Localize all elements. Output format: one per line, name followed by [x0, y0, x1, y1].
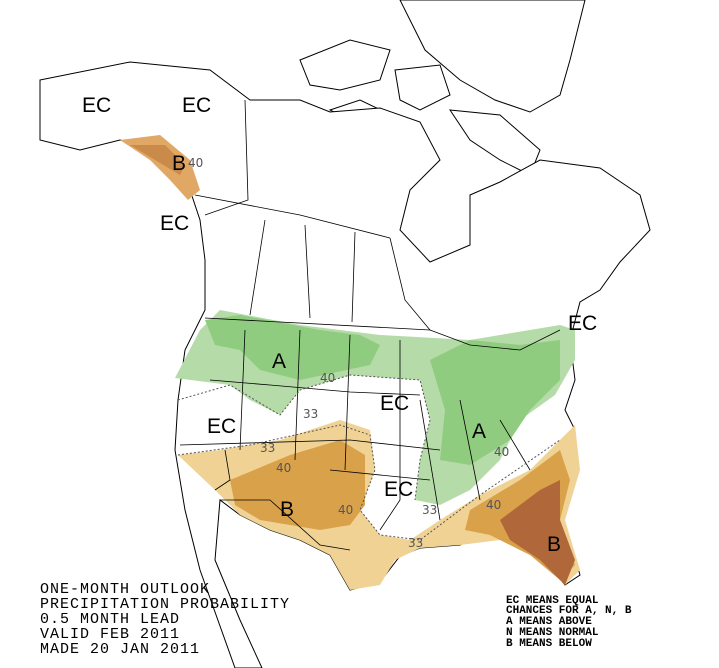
region-below-strong [500, 480, 575, 585]
title-line: 0.5 MONTH LEAD [40, 611, 180, 628]
region-below-light [120, 135, 200, 200]
region-label: EC [160, 212, 189, 235]
contour-label: 40 [276, 461, 291, 475]
region-label: EC [384, 478, 413, 501]
probability-regions [120, 135, 580, 590]
us-canada-border [204, 317, 561, 351]
title-line: PRECIPITATION PROBABILITY [40, 596, 290, 613]
mexico-border [220, 499, 351, 551]
province-borders [194, 194, 431, 331]
legend: EC MEANS EQUAL CHANCES FOR A, N, B A MEA… [506, 595, 632, 650]
alaska-border [204, 99, 249, 216]
contour-label: 33 [422, 503, 437, 517]
legend-line: B MEANS BELOW [506, 638, 592, 650]
contour-label: 40 [486, 498, 501, 512]
region-label: EC [380, 392, 409, 415]
region-label: EC [82, 94, 111, 117]
contour-label: 40 [494, 445, 509, 459]
region-label: EC [182, 94, 211, 117]
contour-label: 33 [303, 407, 318, 421]
contour-label: 33 [408, 536, 423, 550]
contour [177, 424, 561, 541]
region-below [230, 440, 365, 530]
region-label: B [547, 533, 561, 556]
region-above [205, 315, 380, 380]
region-label: B [280, 498, 294, 521]
region-below [130, 145, 185, 175]
region-label: A [272, 350, 286, 373]
region-label: A [472, 420, 486, 443]
region-label: EC [568, 312, 597, 335]
contour-label: 33 [260, 441, 275, 455]
borders [179, 99, 561, 551]
contour-lines [177, 374, 561, 541]
contour [177, 374, 431, 501]
legend-line: CHANCES FOR A, N, B [506, 605, 632, 617]
region-above [430, 340, 560, 465]
title-line: VALID FEB 2011 [40, 626, 180, 643]
title-line: ONE-MONTH OUTLOOK [40, 581, 210, 598]
legend-line: EC MEANS EQUAL [506, 595, 599, 607]
region-label: EC [207, 415, 236, 438]
legend-line: A MEANS ABOVE [506, 616, 592, 628]
region-label: B [172, 152, 186, 175]
greenland [399, 0, 586, 113]
state-borders [179, 329, 531, 531]
contour-label: 40 [338, 503, 353, 517]
contour-label: 40 [188, 156, 203, 170]
title-line: MADE 20 JAN 2011 [40, 641, 200, 658]
title-block: ONE-MONTH OUTLOOK PRECIPITATION PROBABIL… [40, 581, 290, 658]
legend-line: N MEANS NORMAL [506, 627, 599, 639]
contour-label: 40 [320, 371, 335, 385]
